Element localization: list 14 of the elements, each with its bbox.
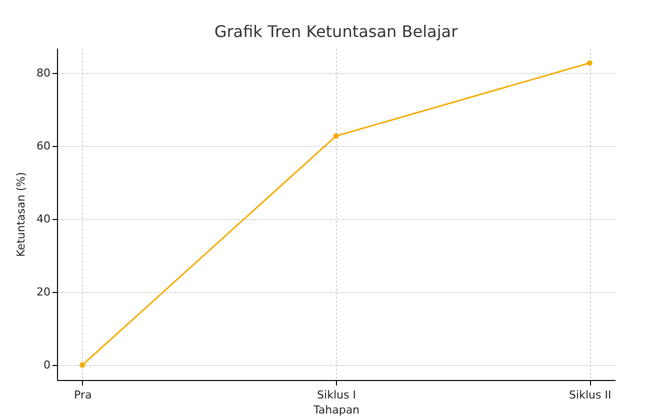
y-tick-label: 20 <box>36 285 50 298</box>
x-axis-title: Tahapan <box>312 404 360 416</box>
y-tick-label: 0 <box>44 358 50 372</box>
y-tick-label: 60 <box>36 139 50 152</box>
y-tick-label: 40 <box>36 212 50 226</box>
y-axis-title: Ketuntasan (%) <box>14 172 28 257</box>
x-tick-label: Siklus II <box>569 388 612 402</box>
x-tick-label: Siklus I <box>317 388 356 402</box>
point <box>333 133 339 139</box>
point <box>80 362 86 368</box>
chart-title: Grafik Tren Ketuntasan Belajar <box>214 22 458 41</box>
y-tick-label: 80 <box>36 66 50 80</box>
point <box>586 60 592 66</box>
x-tick-label: Pra <box>74 388 92 402</box>
